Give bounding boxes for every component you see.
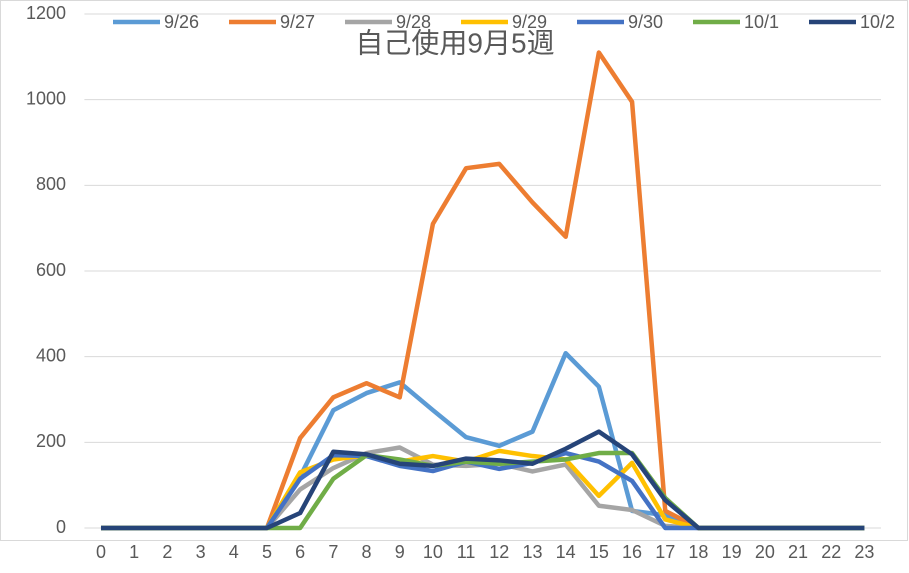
x-tick-label: 23 xyxy=(854,542,874,562)
x-tick-label: 9 xyxy=(395,542,405,562)
x-tick-label: 5 xyxy=(262,542,272,562)
x-tick-label: 8 xyxy=(362,542,372,562)
x-tick-label: 7 xyxy=(328,542,338,562)
x-tick-label: 10 xyxy=(423,542,443,562)
x-tick-label: 0 xyxy=(96,542,106,562)
x-tick-label: 18 xyxy=(688,542,708,562)
series-line xyxy=(100,429,865,531)
y-tick-label: 600 xyxy=(36,260,66,280)
y-tick-label: 1200 xyxy=(26,3,66,23)
chart-title: 自己使用9月5週 xyxy=(355,27,554,58)
x-tick-label: 14 xyxy=(556,542,576,562)
y-tick-label: 800 xyxy=(36,174,66,194)
legend-label: 10/1 xyxy=(744,12,779,32)
x-tick-label: 3 xyxy=(196,542,206,562)
x-tick-label: 12 xyxy=(489,542,509,562)
y-tick-label: 1000 xyxy=(26,88,66,108)
legend-label: 9/29 xyxy=(512,12,547,32)
x-tick-label: 16 xyxy=(622,542,642,562)
x-tick-label: 21 xyxy=(788,542,808,562)
x-tick-label: 1 xyxy=(129,542,139,562)
x-tick-label: 22 xyxy=(821,542,841,562)
legend-label: 9/28 xyxy=(396,12,431,32)
x-tick-label: 19 xyxy=(722,542,742,562)
legend-label: 9/27 xyxy=(280,12,315,32)
x-tick-label: 2 xyxy=(162,542,172,562)
x-tick-label: 20 xyxy=(755,542,775,562)
x-tick-label: 6 xyxy=(295,542,305,562)
legend-label: 10/2 xyxy=(860,12,895,32)
x-tick-label: 13 xyxy=(522,542,542,562)
x-tick-label: 11 xyxy=(457,542,476,562)
x-tick-label: 17 xyxy=(655,542,675,562)
x-tick-label: 4 xyxy=(229,542,239,562)
legend-label: 9/26 xyxy=(164,12,199,32)
y-tick-label: 0 xyxy=(56,517,66,537)
y-tick-label: 200 xyxy=(36,431,66,451)
legend-label: 9/30 xyxy=(628,12,663,32)
y-tick-label: 400 xyxy=(36,345,66,365)
x-tick-label: 15 xyxy=(589,542,609,562)
